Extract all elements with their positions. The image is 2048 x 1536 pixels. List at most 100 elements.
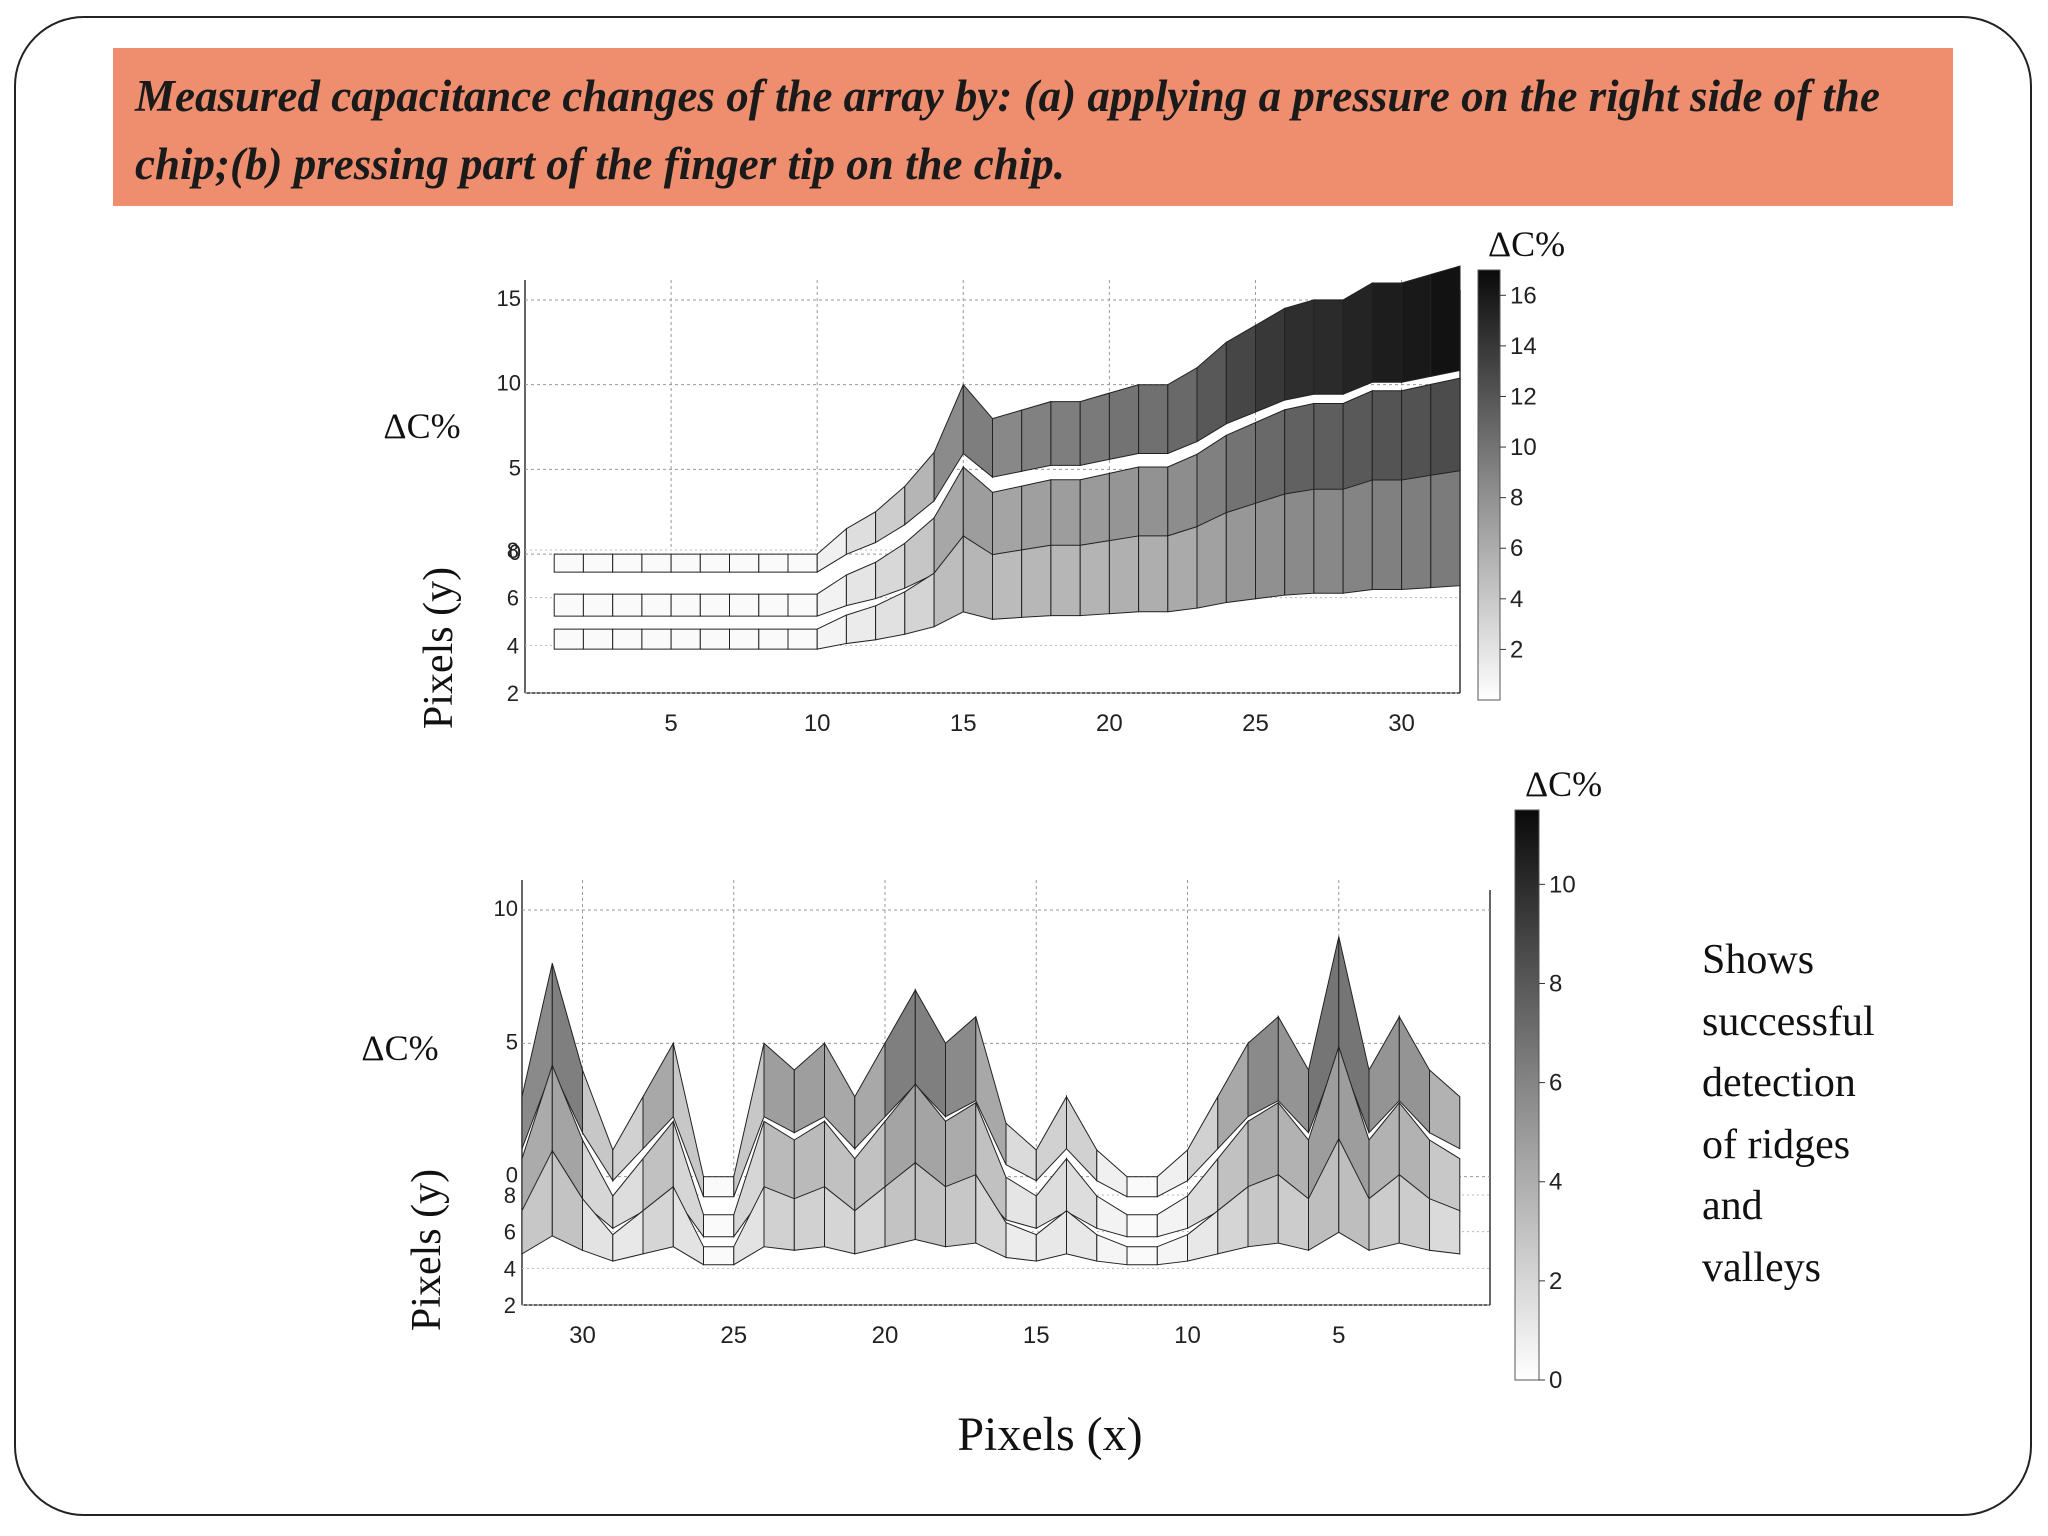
surface-patch (945, 1173, 977, 1248)
surface-patch (1255, 493, 1286, 600)
surface-patch (945, 1015, 977, 1118)
title-banner: Measured capacitance changes of the arra… (113, 48, 1953, 206)
x-tick-label: 5 (1332, 1322, 1345, 1349)
chart-a-surface-plot: 0 5 10 15 5 10 15 20 25 30 2 4 6 8 ΔC% Pixels (y) 2 4 6 8 10… (383, 228, 1565, 737)
colorbar-tick-label: 4 (1510, 586, 1523, 613)
y-tick-label: 2 (507, 681, 519, 706)
colorbar (1477, 269, 1501, 701)
y-axis-label: Pixels (y) (404, 1169, 450, 1331)
surface-patch (1225, 324, 1256, 425)
colorbar-tick-label: 6 (1549, 1070, 1562, 1097)
surface-patch (729, 593, 760, 617)
surface-patch (1313, 299, 1344, 395)
x-axis-label: Pixels (x) (957, 1408, 1142, 1461)
colorbar-tick-label: 16 (1510, 282, 1537, 309)
slide-frame (14, 16, 2032, 1516)
x-tick-label: 30 (569, 1322, 596, 1349)
y-tick-label: 8 (507, 538, 519, 563)
colorbar-tick-label: 14 (1510, 333, 1537, 360)
surface-patch (1429, 1068, 1461, 1150)
colorbar-tick-label: 2 (1549, 1268, 1562, 1295)
surface-patch (670, 553, 701, 573)
surface-patch (582, 553, 614, 573)
surface-patch (875, 485, 906, 544)
surface-patch (1342, 282, 1373, 395)
surface-patch (553, 553, 584, 573)
z-tick-label: 5 (506, 1029, 518, 1054)
surface-patch (1342, 479, 1373, 594)
colorbar-tick-label: 10 (1549, 871, 1576, 898)
colorbar (1514, 809, 1540, 1381)
surface-patch (816, 574, 847, 617)
surface-patch (904, 451, 935, 526)
surface-patch (1430, 265, 1461, 378)
surface-patch (992, 549, 1023, 620)
y-tick-label: 8 (504, 1183, 516, 1208)
surface-patch (1138, 384, 1169, 454)
surface-patch (1005, 1221, 1037, 1262)
surface-patch (670, 628, 701, 650)
side-note: Shows successful detection of ridges and… (1702, 930, 2002, 1299)
surface-patch (758, 593, 789, 617)
x-tick-label: 15 (1023, 1322, 1050, 1349)
surface-patch (612, 628, 643, 650)
surface-patch (699, 553, 730, 573)
surface-patch (1401, 474, 1432, 591)
surface-patch (1156, 1195, 1188, 1238)
surface-patch (1247, 1173, 1279, 1248)
x-tick-label: 25 (720, 1322, 747, 1349)
surface-patch (1096, 1233, 1128, 1266)
surface-patch (1284, 488, 1315, 596)
x-tick-label: 10 (804, 710, 831, 737)
y-tick-label: 6 (504, 1220, 516, 1245)
surface-patch (793, 1042, 825, 1134)
surface-patch (763, 1042, 795, 1134)
surface-patch (729, 553, 760, 573)
surface-patch (1126, 1246, 1158, 1266)
surface-patch (1167, 525, 1198, 613)
x-tick-label: 20 (1096, 710, 1123, 737)
surface-patch (1156, 1148, 1188, 1198)
surface-patch (787, 553, 818, 573)
surface-patch (699, 628, 730, 650)
surface-patch (1430, 470, 1461, 589)
surface-patch (612, 553, 643, 573)
x-tick-label: 30 (1388, 710, 1415, 737)
y-tick-label: 2 (504, 1293, 516, 1318)
y-tick-label: 4 (504, 1256, 516, 1281)
x-tick-label: 20 (872, 1322, 899, 1349)
colorbar-label: ΔC% (1525, 764, 1602, 804)
colorbar-tick-label: 8 (1510, 485, 1523, 512)
surface-patch (1021, 479, 1052, 558)
surface-patch (699, 593, 730, 617)
colorbar-tick-label: 12 (1510, 383, 1537, 410)
surface-patch (758, 553, 789, 573)
surface-patch (758, 628, 789, 650)
surface-patch (582, 628, 614, 650)
surface-patch (641, 593, 672, 617)
surface-patch (1156, 1233, 1188, 1266)
surface-patch (703, 1176, 735, 1198)
colorbar-tick-label: 10 (1510, 434, 1537, 461)
z-tick-label: 10 (494, 896, 518, 921)
surface-patch (1371, 282, 1403, 383)
surface-patch (1079, 540, 1110, 617)
x-tick-label: 15 (950, 710, 977, 737)
z-tick-label: 0 (509, 540, 521, 565)
surface-patch (1225, 502, 1256, 604)
surface-patch (582, 593, 614, 617)
surface-patch (670, 593, 701, 617)
side-note-line: of ridges (1702, 1121, 1851, 1168)
surface-patch (875, 542, 906, 600)
surface-patch (875, 591, 906, 641)
surface-patch (1401, 273, 1432, 383)
surface-patch (1005, 1122, 1037, 1182)
surface-patch (816, 527, 847, 573)
surface-patch (787, 628, 818, 650)
surface-patch (703, 1214, 735, 1238)
side-note-line: Shows (1702, 937, 1815, 983)
surface-patch (641, 628, 672, 650)
surface-patch (1096, 1195, 1128, 1238)
surface-patch (1050, 479, 1081, 554)
surface-patch (1284, 299, 1315, 401)
